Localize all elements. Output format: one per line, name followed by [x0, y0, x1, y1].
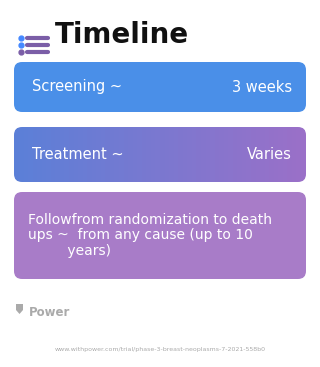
FancyBboxPatch shape [14, 192, 306, 279]
Text: www.withpower.com/trial/phase-3-breast-neoplasms-7-2021-558b0: www.withpower.com/trial/phase-3-breast-n… [54, 346, 266, 352]
FancyBboxPatch shape [14, 62, 306, 112]
Text: Varies: Varies [247, 147, 292, 162]
Text: Timeline: Timeline [55, 21, 189, 49]
Text: Treatment ~: Treatment ~ [32, 147, 124, 162]
FancyBboxPatch shape [14, 127, 306, 182]
Text: ups ~  from any cause (up to 10: ups ~ from any cause (up to 10 [28, 229, 253, 243]
Text: Screening ~: Screening ~ [32, 80, 122, 94]
Text: Power: Power [29, 306, 70, 320]
Text: Followfrom randomization to death: Followfrom randomization to death [28, 212, 272, 226]
Polygon shape [16, 304, 23, 314]
Text: 3 weeks: 3 weeks [232, 80, 292, 94]
Text: years): years) [28, 244, 111, 258]
